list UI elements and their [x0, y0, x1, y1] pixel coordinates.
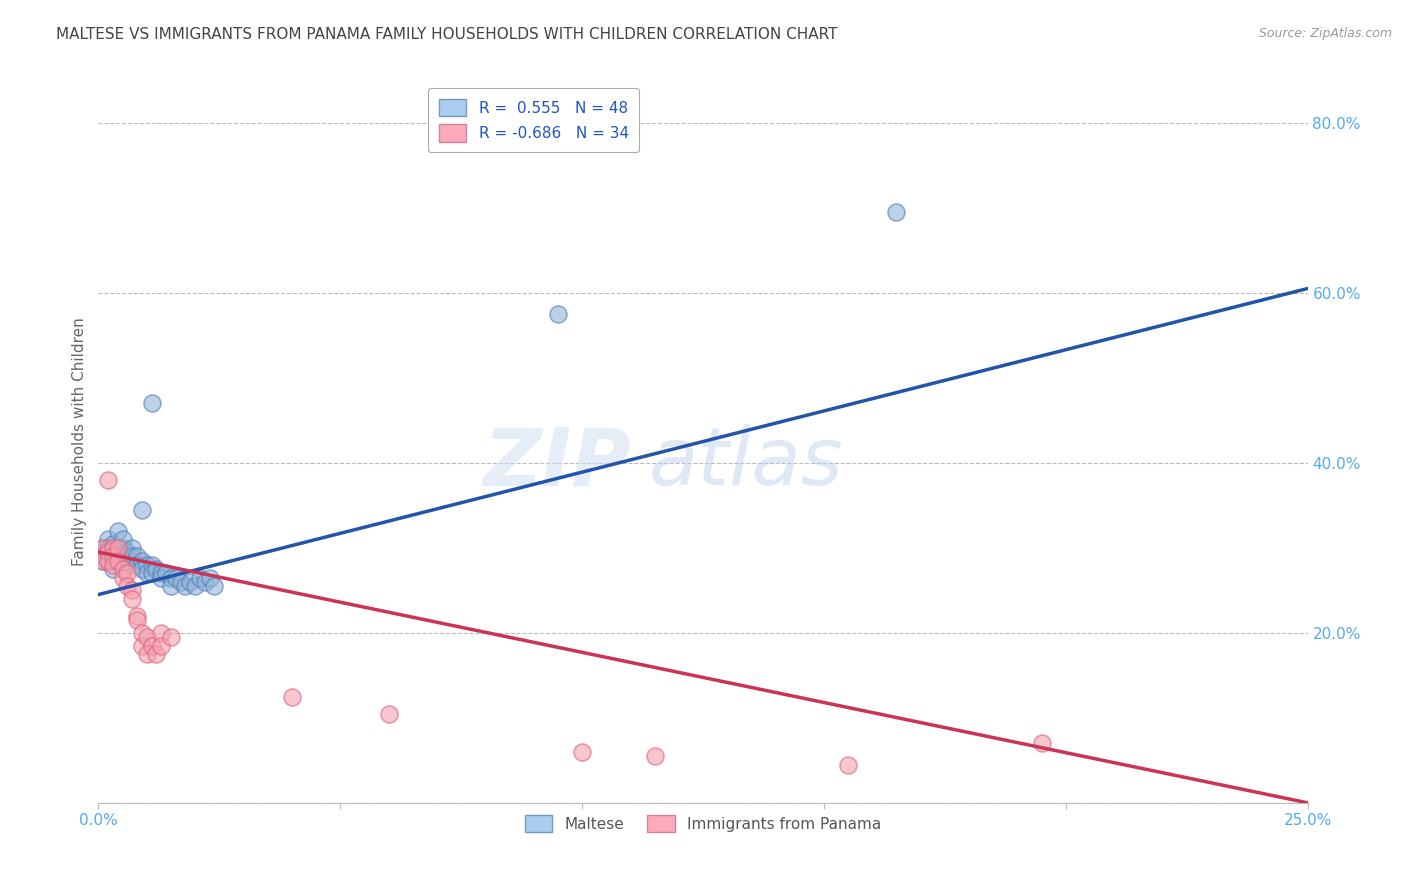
Point — [145, 562, 167, 576]
Point — [127, 549, 149, 564]
Point — [141, 639, 163, 653]
Point — [194, 574, 217, 589]
Point — [117, 545, 139, 559]
Point — [97, 545, 120, 559]
Point — [101, 558, 124, 572]
Point — [141, 396, 163, 410]
Point — [204, 579, 226, 593]
Point — [107, 553, 129, 567]
Point — [174, 579, 197, 593]
Point — [160, 579, 183, 593]
Point — [97, 541, 120, 555]
Point — [111, 549, 134, 564]
Point — [135, 630, 157, 644]
Point — [150, 570, 173, 584]
Point — [169, 574, 191, 589]
Point — [198, 570, 221, 584]
Point — [121, 583, 143, 598]
Point — [377, 706, 399, 721]
Y-axis label: Family Households with Children: Family Households with Children — [72, 318, 87, 566]
Point — [127, 608, 149, 623]
Point — [101, 541, 124, 555]
Point — [547, 307, 569, 321]
Point — [131, 502, 153, 516]
Point — [150, 639, 173, 653]
Legend: Maltese, Immigrants from Panama: Maltese, Immigrants from Panama — [519, 809, 887, 838]
Point — [571, 745, 593, 759]
Point — [121, 591, 143, 606]
Point — [117, 566, 139, 581]
Point — [127, 558, 149, 572]
Point — [107, 541, 129, 555]
Point — [150, 625, 173, 640]
Text: Source: ZipAtlas.com: Source: ZipAtlas.com — [1258, 27, 1392, 40]
Point — [150, 566, 173, 581]
Point — [141, 566, 163, 581]
Point — [91, 553, 114, 567]
Point — [145, 647, 167, 661]
Point — [117, 579, 139, 593]
Point — [135, 566, 157, 581]
Point — [97, 545, 120, 559]
Text: MALTESE VS IMMIGRANTS FROM PANAMA FAMILY HOUSEHOLDS WITH CHILDREN CORRELATION CH: MALTESE VS IMMIGRANTS FROM PANAMA FAMILY… — [56, 27, 838, 42]
Point — [97, 473, 120, 487]
Point — [97, 553, 120, 567]
Point — [97, 533, 120, 547]
Text: atlas: atlas — [648, 425, 844, 502]
Point — [107, 549, 129, 564]
Point — [155, 566, 177, 581]
Point — [111, 533, 134, 547]
Point — [188, 570, 211, 584]
Point — [281, 690, 304, 704]
Point — [107, 541, 129, 555]
Point — [121, 541, 143, 555]
Point — [111, 562, 134, 576]
Point — [127, 613, 149, 627]
Point — [101, 549, 124, 564]
Point — [135, 647, 157, 661]
Point — [131, 639, 153, 653]
Point — [184, 579, 207, 593]
Point — [886, 205, 908, 219]
Point — [101, 545, 124, 559]
Point — [837, 757, 859, 772]
Point — [131, 562, 153, 576]
Point — [121, 549, 143, 564]
Point — [141, 558, 163, 572]
Point — [101, 553, 124, 567]
Point — [165, 570, 187, 584]
Point — [91, 553, 114, 567]
Point — [111, 570, 134, 584]
Point — [131, 553, 153, 567]
Point — [91, 549, 114, 564]
Point — [179, 574, 201, 589]
Point — [91, 541, 114, 555]
Point — [91, 545, 114, 559]
Text: ZIP: ZIP — [484, 425, 630, 502]
Point — [97, 553, 120, 567]
Point — [160, 630, 183, 644]
Point — [111, 541, 134, 555]
Point — [135, 558, 157, 572]
Point — [131, 625, 153, 640]
Point — [91, 541, 114, 555]
Point — [101, 562, 124, 576]
Point — [160, 570, 183, 584]
Point — [644, 749, 666, 764]
Point — [117, 553, 139, 567]
Point — [1031, 736, 1053, 750]
Point — [107, 524, 129, 538]
Point — [101, 536, 124, 550]
